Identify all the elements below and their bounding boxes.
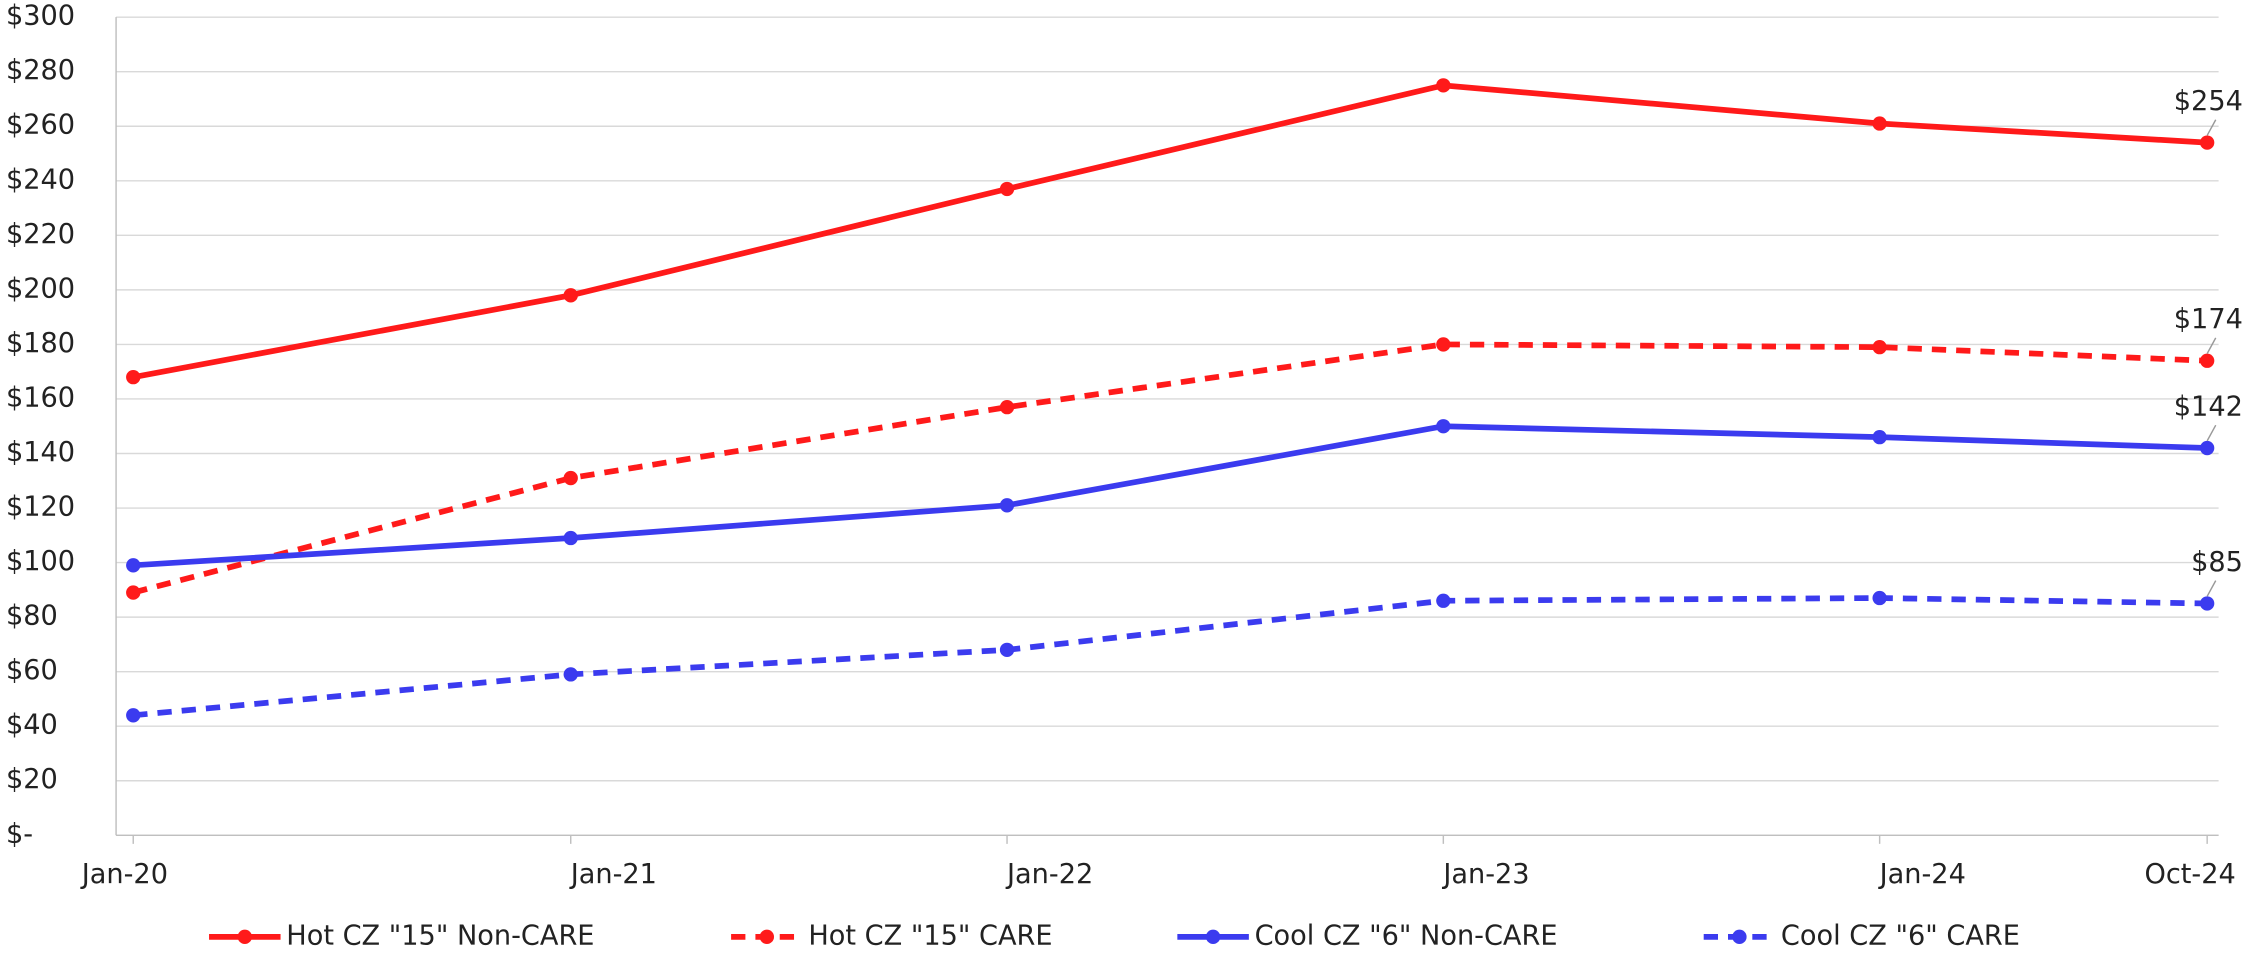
point (126, 369, 141, 385)
y-tick-label: $20 (6, 764, 58, 795)
legend-marker (237, 929, 252, 944)
point (2200, 596, 2215, 611)
point (999, 498, 1015, 513)
y-tick-label: $260 (6, 110, 75, 141)
point (999, 399, 1015, 415)
y-tick-label: $200 (6, 273, 75, 304)
value-label: $142 (2174, 391, 2243, 422)
point (999, 642, 1015, 657)
legend-label: Cool CZ "6" Non-CARE (1255, 920, 1558, 951)
legend-label: Hot CZ "15" CARE (808, 920, 1052, 951)
label-leader (2206, 337, 2217, 354)
point (563, 470, 578, 486)
y-tick-label: $180 (6, 328, 75, 359)
legend-label: Hot CZ "15" Non-CARE (286, 920, 594, 951)
point (1436, 337, 1451, 352)
series-line (132, 595, 2208, 719)
point (2200, 440, 2215, 456)
legend-marker (759, 929, 775, 944)
point (1872, 429, 1887, 445)
point (2200, 135, 2215, 150)
point (1872, 339, 1887, 355)
series-line (132, 341, 2208, 596)
x-tick-label: Jan-21 (569, 859, 657, 890)
label-leader (2206, 119, 2217, 136)
value-label: $174 (2174, 304, 2243, 335)
legend-marker (1205, 929, 1221, 944)
point (1436, 78, 1451, 93)
point (1872, 116, 1887, 131)
y-tick-label: $140 (6, 437, 75, 468)
point (126, 558, 141, 573)
y-tick-label: $40 (6, 710, 58, 741)
y-tick-label: $- (6, 819, 33, 850)
point (1436, 419, 1451, 434)
point (563, 288, 578, 303)
y-tick-label: $160 (6, 382, 75, 413)
y-tick-label: $100 (6, 546, 75, 577)
point (1436, 593, 1451, 608)
point (126, 585, 141, 600)
x-tick-label: Oct-24 (2144, 859, 2235, 890)
series-line (133, 423, 2208, 569)
point (2200, 353, 2215, 368)
y-tick-label: $280 (6, 55, 75, 86)
y-tick-label: $240 (6, 164, 75, 195)
point (563, 530, 578, 546)
label-leader (2206, 424, 2217, 442)
legend-label: Cool CZ "6" CARE (1781, 920, 2020, 951)
y-tick-label: $80 (6, 601, 58, 632)
legend-marker (1732, 929, 1747, 944)
x-tick-label: Jan-24 (1878, 859, 1966, 890)
point (126, 708, 141, 723)
x-tick-label: Jan-22 (1005, 859, 1093, 890)
point (999, 181, 1015, 197)
value-label: $254 (2174, 86, 2243, 117)
value-label: $85 (2191, 547, 2243, 578)
x-tick-label: Jan-23 (1441, 859, 1529, 890)
y-tick-label: $220 (6, 219, 75, 250)
label-leader (2206, 580, 2217, 597)
point (563, 667, 578, 682)
point (1872, 590, 1887, 606)
series-line (132, 82, 2208, 380)
x-tick-label: Jan-20 (80, 859, 168, 890)
y-tick-label: $120 (6, 492, 75, 523)
y-tick-label: $300 (6, 1, 75, 32)
y-tick-label: $60 (6, 655, 58, 686)
